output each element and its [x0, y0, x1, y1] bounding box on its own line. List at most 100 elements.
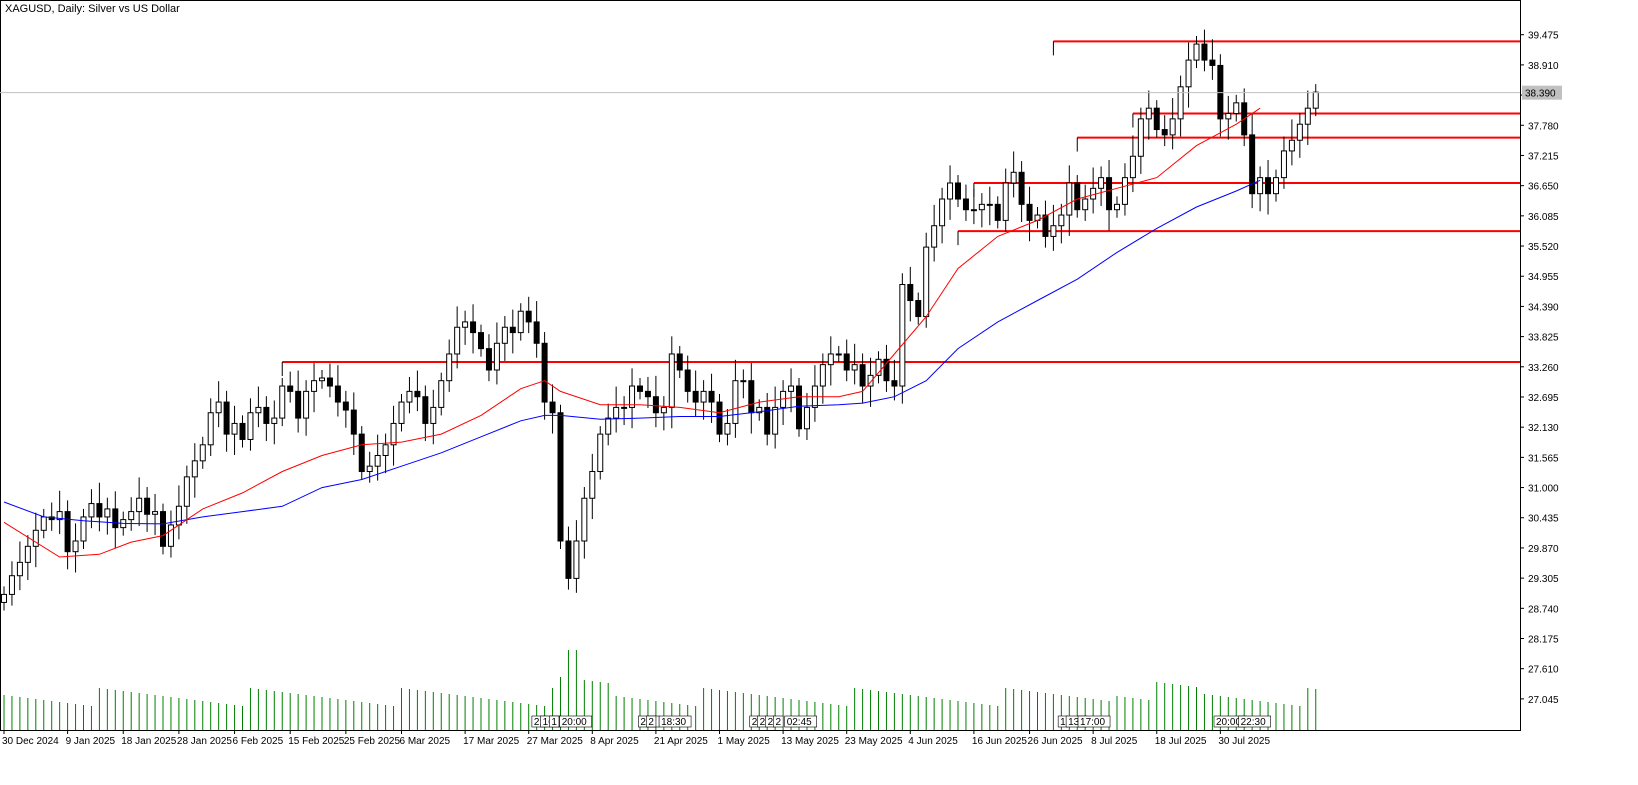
candle-body	[1090, 187, 1097, 200]
y-tick-label: 28.740	[1528, 604, 1559, 615]
y-tick-label: 27.610	[1528, 665, 1559, 676]
candle-body	[597, 433, 604, 473]
y-tick-label: 34.390	[1528, 302, 1559, 313]
candle-body	[716, 401, 723, 435]
candle-body	[478, 332, 484, 350]
candle-body	[978, 203, 985, 211]
candle-body	[1098, 177, 1105, 189]
candle-body	[303, 390, 310, 419]
candle-body	[88, 503, 95, 518]
candle-body	[1265, 177, 1272, 195]
candle-body	[676, 353, 683, 371]
candle-body	[271, 417, 278, 424]
candle-body	[390, 422, 397, 446]
x-tick-label: 6 Feb 2025	[233, 736, 284, 747]
candle-body	[462, 321, 469, 328]
y-tick-label: 27.045	[1528, 695, 1559, 706]
x-tick-label: 25 Feb 2025	[344, 736, 401, 747]
y-tick-label: 30.435	[1528, 514, 1559, 525]
candle-body	[509, 326, 516, 334]
x-tick-label: 18 Jul 2025	[1155, 736, 1207, 747]
candle-body	[549, 401, 556, 414]
candle-body	[923, 246, 930, 318]
y-tick-label: 36.085	[1528, 212, 1559, 223]
candle-body	[1145, 107, 1152, 120]
x-tick-label: 26 Jun 2025	[1028, 736, 1083, 747]
axes: 39.475 38.910 38.390 37.780 37.215 36.650 36.0…	[0, 0, 1562, 747]
candle-body	[501, 326, 508, 344]
candle-body	[1273, 177, 1279, 195]
candle-body	[1042, 214, 1049, 237]
candle-body	[1058, 214, 1065, 227]
y-tick-label: 31.565	[1528, 453, 1559, 464]
candle-body	[668, 353, 675, 408]
y-tick-label: 36.650	[1528, 182, 1559, 193]
y-tick-label: 37.215	[1528, 151, 1559, 162]
candle-body	[295, 390, 302, 419]
candle-body	[167, 524, 174, 547]
candle-body	[541, 342, 548, 403]
candle-body	[907, 284, 914, 302]
candle-body	[875, 358, 882, 376]
candle-body	[406, 390, 413, 403]
candle-body	[1082, 198, 1089, 211]
y-tick-label: 29.305	[1528, 574, 1559, 585]
ma-slow-line	[3, 179, 1261, 525]
x-tick-label: 4 Jun 2025	[908, 736, 958, 747]
candle-body	[1217, 64, 1224, 120]
chart-title: XAGUSD, Daily: Silver vs US Dollar	[5, 3, 180, 15]
candle-body	[382, 444, 389, 456]
x-tick-label: 13 May 2025	[781, 736, 839, 747]
x-tick-label: 21 Apr 2025	[654, 736, 708, 747]
candle-body	[1249, 134, 1256, 195]
candle-body	[955, 182, 961, 200]
candle-body	[1161, 129, 1168, 136]
x-tick-label: 30 Dec 2024	[2, 736, 59, 747]
candle-body	[311, 380, 318, 392]
event-tag-box	[1077, 715, 1111, 728]
candle-body	[1, 593, 7, 603]
candle-body	[1050, 225, 1057, 237]
candle-body	[1177, 86, 1184, 120]
candle-body	[1280, 150, 1287, 179]
candle-body	[175, 505, 182, 526]
candle-body	[1018, 171, 1025, 205]
candle-body	[684, 369, 691, 392]
y-tick-label: 38.910	[1528, 61, 1559, 72]
candle-body	[605, 417, 612, 435]
candle-body	[8, 575, 15, 595]
candle-body	[1225, 113, 1232, 120]
candle-body	[851, 364, 858, 371]
y-tick-label: 39.475	[1528, 31, 1559, 42]
candle-body	[947, 182, 954, 200]
candle-body	[152, 511, 159, 515]
event-tag: 1	[1060, 717, 1066, 728]
candle-body	[342, 401, 349, 411]
candle-body	[1288, 139, 1295, 152]
candle-body	[199, 444, 206, 462]
y-tick-label: 29.870	[1528, 544, 1559, 555]
event-tag: 2	[768, 717, 774, 728]
x-tick-label: 1 May 2025	[718, 736, 771, 747]
candle-body	[859, 364, 866, 387]
candle-body	[1257, 177, 1264, 195]
candle-body	[970, 209, 977, 212]
candle-body	[470, 321, 477, 334]
candle-body	[1002, 182, 1009, 221]
candle-body	[517, 310, 524, 334]
candle-body	[374, 454, 381, 467]
candle-body	[637, 385, 643, 392]
candle-body	[652, 396, 659, 414]
candle-body	[796, 385, 802, 430]
x-tick-label: 6 Mar 2025	[400, 736, 451, 747]
candle-body	[1304, 107, 1311, 125]
candle-body	[287, 385, 294, 392]
y-tick-label: 31.000	[1528, 484, 1559, 495]
candle-body	[724, 422, 731, 435]
candle-body	[64, 511, 71, 553]
candle-body	[708, 390, 715, 403]
candle-body	[931, 225, 938, 248]
candle-body	[660, 406, 667, 414]
